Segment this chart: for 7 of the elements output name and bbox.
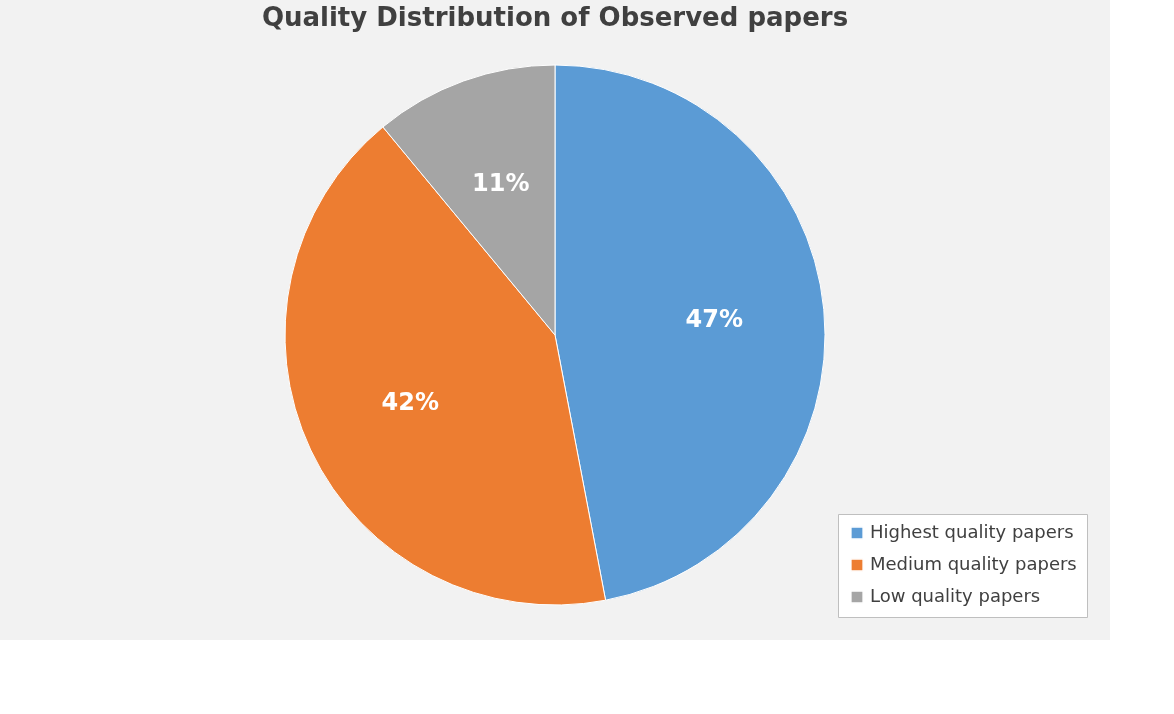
data-label: 47% — [685, 304, 744, 333]
chart-title: Quality Distribution of Observed papers — [261, 2, 849, 32]
data-label: 11% — [472, 169, 530, 198]
legend-label: Low quality papers — [870, 585, 1041, 606]
legend-label: Medium quality papers — [870, 553, 1077, 574]
legend-label: Highest quality papers — [870, 521, 1074, 542]
data-label: 42% — [381, 388, 439, 417]
